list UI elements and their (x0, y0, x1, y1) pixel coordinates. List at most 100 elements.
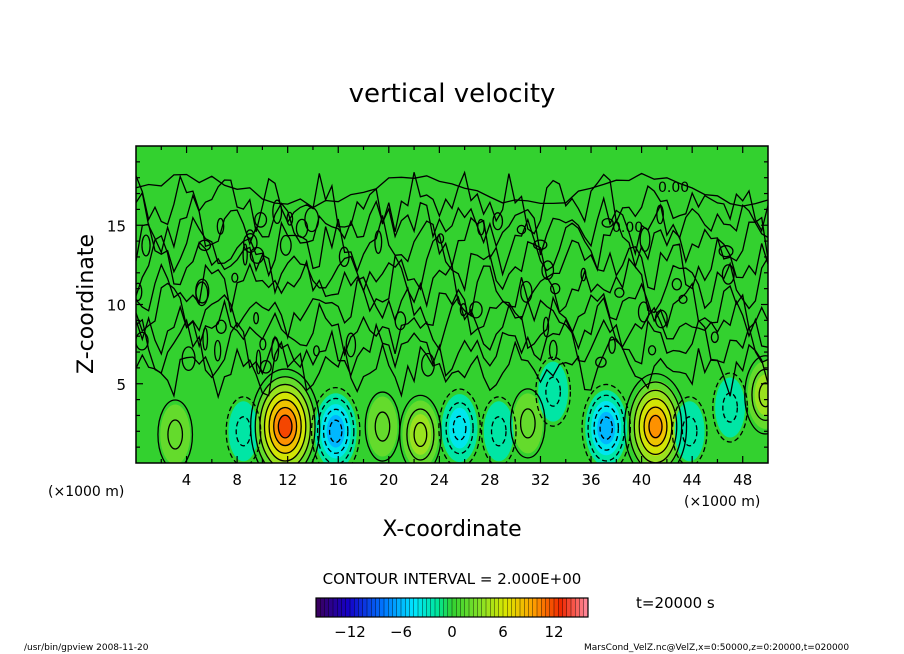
contour-cell-34 (477, 218, 485, 236)
contour-ring-0-0 (157, 399, 194, 463)
contour-ring-7-1 (490, 416, 507, 447)
field-blob-8-0 (512, 393, 543, 454)
colorbar-cell-57 (558, 598, 563, 617)
contour-ring-8-1 (519, 408, 536, 439)
colorbar (315, 597, 589, 618)
colorbar-cell-49 (524, 598, 529, 617)
colorbar-cell-13 (371, 598, 376, 617)
y-tick-label-10: 10 (107, 297, 126, 315)
contour-cell-33 (141, 234, 151, 257)
contour-ring-10-3 (599, 416, 614, 440)
colorbar-cell-47 (515, 598, 521, 617)
contour-ring-2-6 (277, 414, 293, 439)
colorbar-cell-19 (396, 598, 402, 617)
contour-ring-11-3 (638, 398, 673, 456)
contour-ring-8-0 (509, 388, 546, 459)
x-tick-label-48: 48 (733, 471, 752, 489)
contour-cell-29 (136, 282, 143, 302)
colorbar-cell-53 (541, 598, 546, 617)
contour-ring-6-0 (438, 388, 481, 463)
colorbar-cell-34 (460, 598, 466, 617)
contour-cell-48 (710, 331, 719, 344)
colorbar-cell-1 (320, 598, 325, 617)
colorbar-cell-7 (345, 598, 351, 617)
colorbar-tick-6: 6 (498, 623, 508, 641)
colorbar-cell-23 (413, 598, 419, 617)
contour-cell-18 (253, 312, 260, 325)
contour-line-6 (136, 215, 768, 278)
colorbar-tick--6: −6 (390, 623, 412, 641)
contour-ring-3-1 (316, 397, 355, 463)
contour-ring-4-1 (374, 411, 391, 442)
contour-cell-11 (469, 301, 483, 319)
contour-ring-11-5 (648, 414, 663, 439)
footer-source: MarsCond_VelZ.nc@VelZ,x=0:50000,z=0:2000… (584, 643, 849, 653)
x-tick-label-32: 32 (531, 471, 550, 489)
colorbar-tick-12: 12 (544, 623, 563, 641)
colorbar-cell-51 (532, 598, 538, 617)
colorbar-cell-4 (333, 598, 338, 617)
contour-cell-53 (548, 339, 558, 361)
colorbar-cell-59 (566, 598, 572, 617)
contour-cell-37 (242, 243, 248, 266)
y-tick-label-15: 15 (107, 217, 126, 235)
colorbar-cell-29 (439, 598, 444, 617)
contour-cell-35 (532, 239, 548, 251)
contour-cell-42 (718, 245, 734, 258)
contour-cell-2 (639, 227, 651, 252)
contour-cell-24 (614, 287, 625, 298)
colorbar-cell-56 (554, 598, 559, 617)
colorbar-cell-40 (486, 598, 491, 617)
x-tick-label-40: 40 (632, 471, 651, 489)
x-unit-right: (×1000 m) (684, 494, 760, 510)
contour-cell-39 (271, 336, 280, 362)
contour-ring-5-1 (406, 408, 435, 461)
x-tick-label-36: 36 (581, 471, 600, 489)
x-tick-label-44: 44 (683, 471, 702, 489)
contour-ring-3-0 (310, 386, 361, 463)
field-blob-2-5 (278, 415, 293, 439)
contour-cell-43 (542, 316, 550, 338)
contour-cell-56 (259, 338, 267, 351)
contour-cell-59 (436, 233, 445, 244)
contour-ring-10-0 (581, 383, 632, 463)
x-tick-label-16: 16 (329, 471, 348, 489)
colorbar-cell-20 (401, 598, 406, 617)
contour-ring-2-5 (273, 406, 298, 447)
x-tick-label-24: 24 (430, 471, 449, 489)
contour-cell-57 (304, 207, 320, 233)
contour-cell-31 (195, 281, 209, 307)
colorbar-cell-41 (490, 598, 495, 617)
field-blob-14-1 (754, 374, 768, 416)
colorbar-cell-3 (328, 598, 334, 617)
contour-ring-6-2 (452, 415, 467, 441)
contour-cell-47 (215, 319, 227, 334)
y-tick-label-5: 5 (116, 376, 126, 394)
contour-line-3 (136, 276, 768, 341)
contour-cell-49 (678, 294, 688, 305)
contour-ring-5-0 (399, 394, 442, 463)
field-blob-9-0 (538, 361, 569, 422)
contour-ring-2-2 (259, 383, 312, 463)
contour-cell-22 (272, 199, 283, 225)
colorbar-cell-38 (477, 598, 483, 617)
colorbar-cell-36 (469, 598, 474, 617)
colorbar-cell-55 (549, 598, 555, 617)
contour-cell-25 (202, 327, 209, 351)
field-blob-6-1 (448, 407, 471, 449)
x-tick-label-4: 4 (182, 471, 192, 489)
contour-cell-30 (249, 246, 265, 264)
contour-ring-2-3 (263, 391, 307, 462)
colorbar-cell-22 (409, 598, 415, 617)
contour-ring-11-0 (623, 373, 688, 463)
field-blob-7-0 (483, 401, 514, 462)
contour-line-1 (136, 318, 768, 379)
contour-label-1: 0.00 (658, 180, 689, 196)
colorbar-cell-30 (443, 598, 449, 617)
contour-cell-5 (608, 336, 616, 354)
contour-ring-7-0 (480, 396, 517, 463)
field-blob-13-0 (715, 377, 746, 438)
contour-cell-27 (549, 282, 561, 295)
